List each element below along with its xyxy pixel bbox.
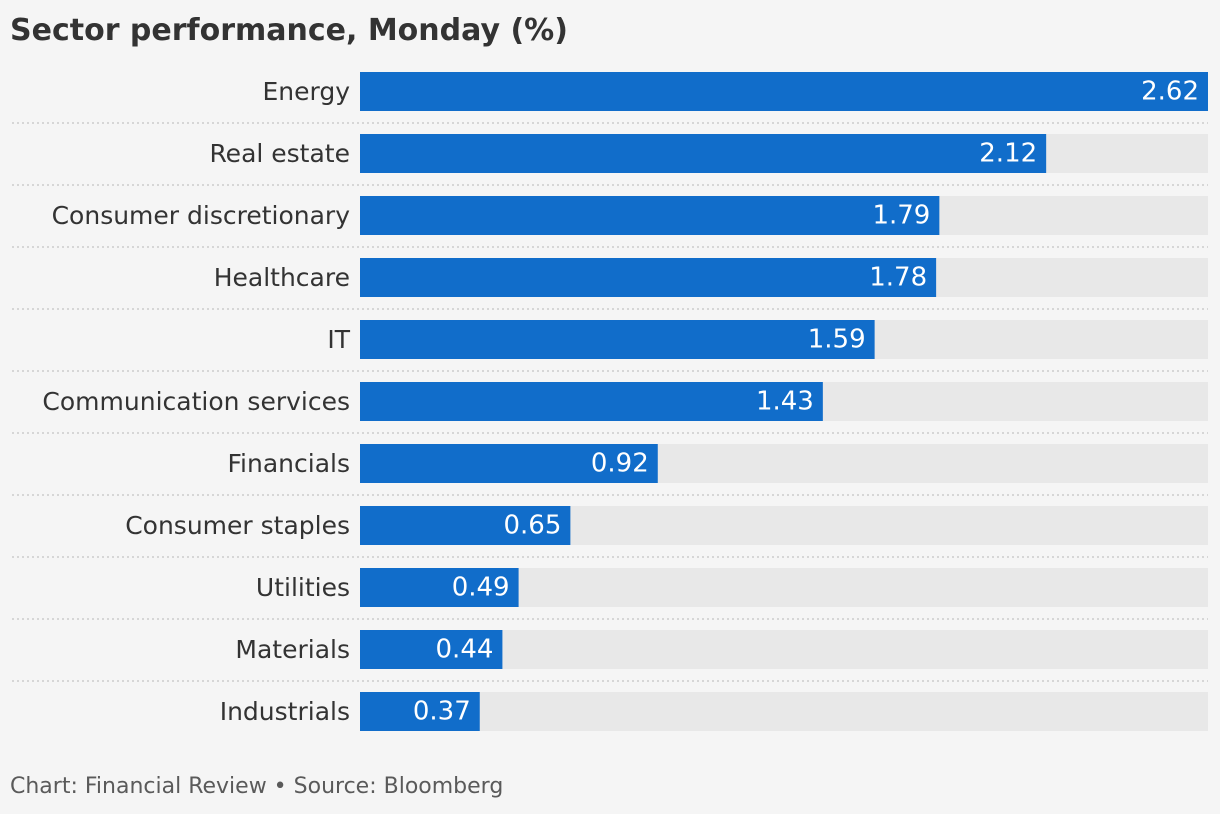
value-label: 0.49 [452,573,510,603]
bar [360,692,480,731]
row-separators [12,122,1208,682]
bar [360,134,1047,173]
bar [360,444,658,483]
category-labels: Energy Real estate Consumer discretionary H… [42,77,350,726]
bar [360,258,937,297]
value-label: 0.44 [436,635,494,665]
bar [360,382,823,421]
value-label: 1.43 [756,387,814,417]
bar [360,568,519,607]
category-label: Materials [235,635,350,664]
bar-track [360,692,1208,731]
value-label: 0.65 [503,511,561,541]
chart-source-footer: Chart: Financial Review • Source: Bloomb… [10,774,504,799]
category-label: IT [327,325,350,354]
bars [360,72,1208,731]
category-label: Energy [262,77,350,106]
category-label: Consumer discretionary [52,201,351,230]
value-label: 1.78 [869,263,927,293]
value-label: 0.37 [413,697,471,727]
bar [360,630,503,669]
value-label: 2.62 [1141,77,1199,107]
bar [360,320,875,359]
value-label: 1.79 [872,201,930,231]
category-label: Utilities [256,573,350,602]
category-label: Financials [228,449,351,478]
category-label: Consumer staples [125,511,350,540]
category-label: Healthcare [214,263,350,292]
bar [360,72,1208,111]
category-label: Industrials [220,697,350,726]
value-labels: 2.62 2.12 1.79 1.78 1.59 1.43 0.92 0.65 0.49 0.44… [413,77,1199,727]
chart-title: Sector performance, Monday (%) [10,13,568,48]
bar [360,196,940,235]
value-label: 0.92 [591,449,649,479]
category-label: Communication services [42,387,350,416]
bar [360,506,571,545]
category-label: Real estate [209,139,350,168]
value-label: 1.59 [808,325,866,355]
value-label: 2.12 [979,139,1037,169]
